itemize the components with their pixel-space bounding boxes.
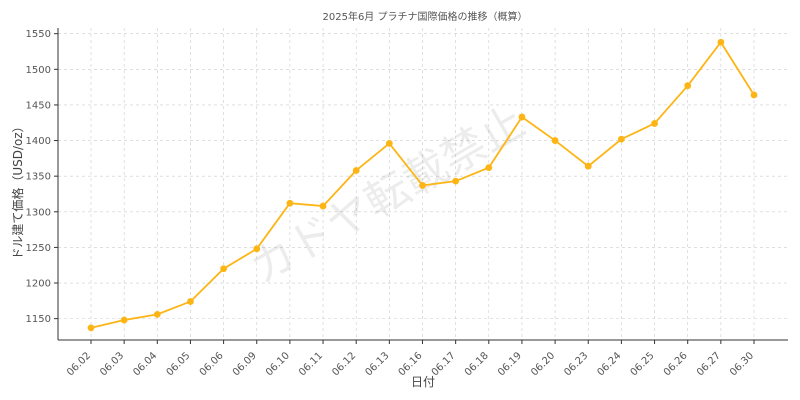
- chart-title: 2025年6月 プラチナ国際価格の推移（概算）: [323, 10, 528, 23]
- y-tick-label: 1500: [26, 65, 51, 76]
- x-tick-label: 06.06: [198, 350, 226, 378]
- x-axis-label: 日付: [411, 375, 435, 389]
- x-tick-label: 06.25: [629, 350, 657, 378]
- x-tick-label: 06.10: [264, 350, 292, 378]
- data-point: [187, 298, 194, 305]
- axes: [54, 28, 788, 344]
- x-tick-label: 06.19: [496, 350, 524, 378]
- data-point: [618, 135, 625, 143]
- data-point: [352, 167, 360, 174]
- x-tick-label: 06.05: [165, 350, 193, 378]
- y-tick-label: 1450: [26, 100, 51, 111]
- watermark-text: カドヤ転載禁止: [242, 96, 534, 294]
- data-point: [253, 245, 261, 253]
- data-point: [319, 202, 327, 210]
- y-axis-label: ドル建て価格（USD/oz）: [10, 120, 25, 259]
- y-tick-label: 1350: [26, 172, 51, 183]
- x-tick-label: 06.27: [695, 350, 723, 378]
- y-tick-label: 1250: [26, 243, 51, 254]
- x-tick-label: 06.11: [297, 350, 325, 378]
- x-tick-label: 06.30: [728, 350, 756, 378]
- data-point: [485, 164, 493, 172]
- x-tick-label: 06.09: [231, 350, 259, 378]
- data-point: [584, 162, 592, 170]
- x-tick-label: 06.20: [529, 350, 557, 378]
- data-point: [153, 310, 161, 318]
- y-tick-label: 1550: [26, 29, 51, 40]
- data-point: [518, 113, 526, 121]
- y-tick-label: 1200: [26, 279, 51, 290]
- x-tick-label: 06.04: [131, 350, 159, 378]
- data-point: [286, 199, 294, 207]
- series-layer: [87, 38, 758, 332]
- y-tick-label: 1400: [26, 136, 51, 147]
- data-point: [551, 137, 559, 144]
- data-point: [750, 91, 758, 99]
- x-tick-label: 06.13: [363, 350, 391, 378]
- x-tick-label: 06.03: [98, 350, 126, 378]
- data-point: [717, 38, 725, 46]
- x-tick-label: 06.18: [463, 350, 491, 378]
- x-tick-label: 06.24: [595, 350, 623, 378]
- data-point: [87, 324, 95, 332]
- y-tick-label: 1150: [26, 314, 51, 325]
- data-point: [419, 182, 426, 189]
- x-tick-label: 06.02: [65, 350, 93, 378]
- x-tick-label: 06.23: [562, 350, 590, 378]
- data-point: [220, 265, 228, 273]
- x-tick-label: 06.12: [330, 350, 358, 378]
- data-point: [651, 120, 658, 127]
- data-point: [385, 139, 393, 147]
- y-tick-labels: 1150 1200 1250 1300 1350 1400 1450 1500 1550: [26, 29, 51, 325]
- y-tick-label: 1300: [26, 207, 51, 218]
- data-point: [684, 82, 692, 90]
- data-point: [120, 316, 128, 324]
- x-tick-label: 06.26: [662, 350, 690, 378]
- data-point: [452, 177, 460, 185]
